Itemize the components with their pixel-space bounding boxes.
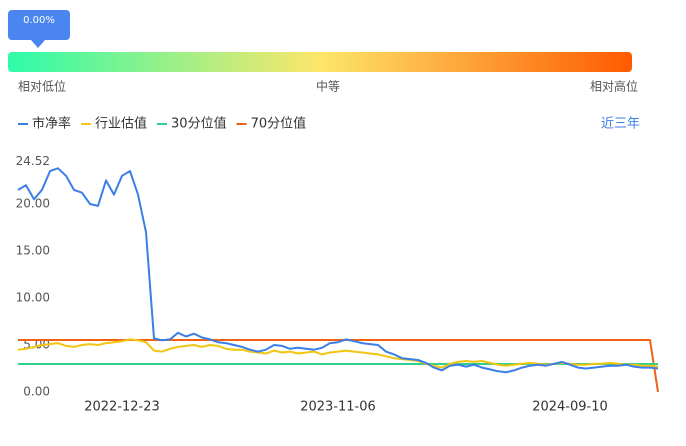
pointer-tip [31, 40, 45, 48]
y-tick-label: 10.00 [16, 290, 50, 304]
gauge-pointer: 0.00% [8, 10, 70, 48]
x-tick-label: 2024-09-10 [532, 400, 608, 415]
series-line [17, 167, 659, 374]
legend-label: 市净率 [32, 116, 71, 132]
x-tick-label: 2023-11-06 [300, 400, 376, 415]
range-link[interactable]: 近三年 [601, 117, 640, 132]
pointer-box [8, 10, 70, 40]
pointer-label: 0.00% [23, 15, 55, 26]
legend-label: 行业估值 [95, 116, 147, 132]
y-tick-label: 15.00 [16, 243, 50, 257]
gauge-low: 相对低位 [18, 79, 66, 94]
x-tick-label: 2022-12-23 [84, 400, 160, 415]
legend-label: 30分位值 [171, 116, 227, 132]
gauge-high: 相对高位 [590, 79, 638, 94]
y-tick-label: 20.00 [16, 196, 50, 210]
y-tick-label: 24.52 [16, 154, 50, 168]
legend-label: 70分位值 [251, 116, 307, 132]
y-tick-label: 0.00 [23, 385, 50, 399]
series-line [18, 339, 659, 393]
gauge-bar [8, 52, 632, 72]
gauge-mid: 中等 [316, 79, 340, 94]
